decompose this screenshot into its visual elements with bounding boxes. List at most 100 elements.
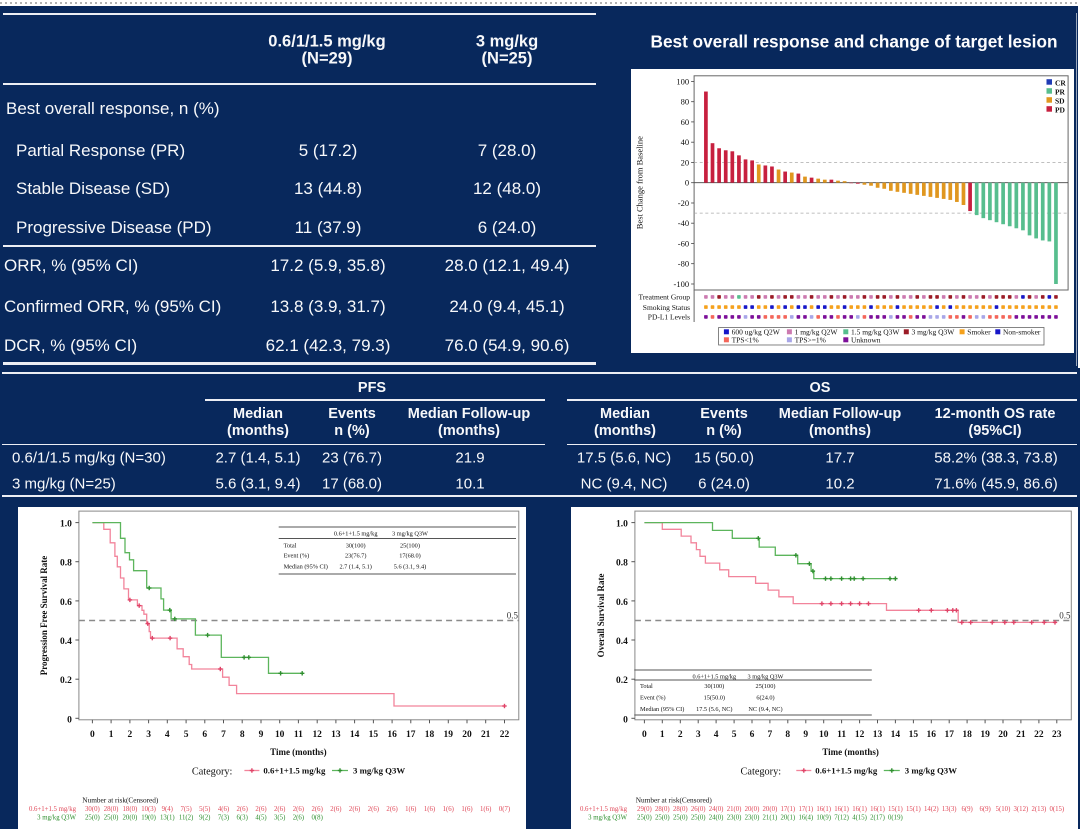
svg-text:2(6): 2(6) xyxy=(274,805,285,812)
svg-text:10: 10 xyxy=(275,729,285,739)
svg-text:25(0): 25(0) xyxy=(654,814,669,821)
svg-text:23(0): 23(0) xyxy=(726,814,741,821)
svg-text:Number at risk(Censored): Number at risk(Censored) xyxy=(82,796,159,804)
svg-text:Event (%): Event (%) xyxy=(283,552,309,559)
svg-text:14: 14 xyxy=(890,729,900,739)
svg-text:3 mg/kg Q3W: 3 mg/kg Q3W xyxy=(37,814,76,821)
svg-text:100: 100 xyxy=(677,76,690,86)
svg-text:30(0): 30(0) xyxy=(85,805,100,812)
svg-text:28(0): 28(0) xyxy=(654,805,669,812)
svg-text:6: 6 xyxy=(202,729,207,739)
svg-text:25(0): 25(0) xyxy=(672,814,687,821)
svg-text:12: 12 xyxy=(854,729,864,739)
svg-text:0.6+1+1.5 mg/kg: 0.6+1+1.5 mg/kg xyxy=(334,530,378,537)
svg-text:11: 11 xyxy=(837,729,846,739)
svg-text:4(6): 4(6) xyxy=(218,805,229,812)
svg-text:0(15): 0(15) xyxy=(1049,805,1064,812)
svg-text:19(0): 19(0) xyxy=(141,814,156,821)
svg-text:3 mg/kg Q3W: 3 mg/kg Q3W xyxy=(912,327,956,336)
svg-text:-40: -40 xyxy=(678,218,689,228)
svg-text:5: 5 xyxy=(184,729,189,739)
svg-text:2(6): 2(6) xyxy=(349,805,360,812)
svg-text:3 mg/kg Q3W: 3 mg/kg Q3W xyxy=(588,814,627,821)
svg-text:16(1): 16(1) xyxy=(870,805,885,812)
svg-text:12: 12 xyxy=(312,729,322,739)
svg-text:1 mg/kg Q2W: 1 mg/kg Q2W xyxy=(795,327,839,336)
svg-text:25(100): 25(100) xyxy=(755,682,775,689)
svg-text:8: 8 xyxy=(785,729,790,739)
svg-text:7(3): 7(3) xyxy=(218,814,229,821)
svg-text:0: 0 xyxy=(67,715,72,725)
svg-text:0.6+1+1.5 mg/kg: 0.6+1+1.5 mg/kg xyxy=(815,765,878,775)
svg-text:25(0): 25(0) xyxy=(690,814,705,821)
svg-text:0.6+1+1.5 mg/kg: 0.6+1+1.5 mg/kg xyxy=(692,673,736,680)
svg-text:2(6): 2(6) xyxy=(386,805,397,812)
svg-text:Median (95% CI): Median (95% CI) xyxy=(639,705,683,712)
svg-text:Total: Total xyxy=(283,542,296,549)
svg-text:10(9): 10(9) xyxy=(816,814,831,821)
svg-text:3(12): 3(12) xyxy=(1013,805,1028,812)
svg-text:-80: -80 xyxy=(678,259,689,269)
svg-text:5.6 (3.1, 9.4): 5.6 (3.1, 9.4) xyxy=(394,563,426,570)
svg-text:0(7): 0(7) xyxy=(499,805,510,812)
svg-text:1(6): 1(6) xyxy=(461,805,472,812)
svg-text:0.4: 0.4 xyxy=(60,637,72,647)
svg-text:2.7 (1.4, 5.1): 2.7 (1.4, 5.1) xyxy=(339,563,371,570)
svg-text:25(0): 25(0) xyxy=(637,814,652,821)
svg-text:16(1): 16(1) xyxy=(834,805,849,812)
svg-text:2(6): 2(6) xyxy=(330,805,341,812)
svg-text:25(0): 25(0) xyxy=(85,814,100,821)
svg-text:28(0): 28(0) xyxy=(104,805,119,812)
svg-text:6: 6 xyxy=(749,729,754,739)
svg-text:1(6): 1(6) xyxy=(424,805,435,812)
svg-text:16: 16 xyxy=(387,729,397,739)
svg-text:SD: SD xyxy=(1055,97,1065,106)
svg-text:Number at risk(Censored): Number at risk(Censored) xyxy=(635,796,712,804)
svg-text:25(0): 25(0) xyxy=(104,814,119,821)
svg-text:10: 10 xyxy=(818,729,828,739)
svg-text:Category:: Category: xyxy=(740,766,781,777)
svg-text:40: 40 xyxy=(681,137,689,147)
svg-text:17: 17 xyxy=(944,729,954,739)
svg-text:16(4): 16(4) xyxy=(798,814,813,821)
svg-text:0.4: 0.4 xyxy=(616,637,628,647)
svg-text:28(0): 28(0) xyxy=(672,805,687,812)
svg-text:0.8: 0.8 xyxy=(60,558,72,568)
svg-text:15(1): 15(1) xyxy=(888,805,903,812)
svg-text:17.5 (5.6, NC): 17.5 (5.6, NC) xyxy=(696,705,732,712)
svg-text:0: 0 xyxy=(623,715,628,725)
svg-text:14(2): 14(2) xyxy=(923,805,938,812)
svg-text:17(1): 17(1) xyxy=(798,805,813,812)
svg-text:24(0): 24(0) xyxy=(708,805,723,812)
svg-text:19: 19 xyxy=(443,729,453,739)
svg-text:14: 14 xyxy=(350,729,360,739)
svg-text:18: 18 xyxy=(962,729,972,739)
svg-text:1: 1 xyxy=(109,729,114,739)
svg-text:15(50.0): 15(50.0) xyxy=(703,694,724,701)
svg-text:3: 3 xyxy=(146,729,151,739)
svg-text:10(3): 10(3) xyxy=(141,805,156,812)
svg-text:23(76.7): 23(76.7) xyxy=(345,552,366,559)
svg-text:22: 22 xyxy=(1034,729,1044,739)
svg-text:26(0): 26(0) xyxy=(690,805,705,812)
svg-text:17(1): 17(1) xyxy=(780,805,795,812)
svg-text:13: 13 xyxy=(872,729,882,739)
svg-text:0.5: 0.5 xyxy=(1059,610,1071,620)
svg-text:0.6+1+1.5 mg/kg: 0.6+1+1.5 mg/kg xyxy=(29,805,77,812)
svg-text:2: 2 xyxy=(127,729,132,739)
svg-text:2(6): 2(6) xyxy=(311,805,322,812)
svg-text:3 mg/kg Q3W: 3 mg/kg Q3W xyxy=(392,530,428,537)
svg-text:1.5 mg/kg Q3W: 1.5 mg/kg Q3W xyxy=(851,327,900,336)
svg-text:4(5): 4(5) xyxy=(255,814,266,821)
svg-text:0.6+1+1.5 mg/kg: 0.6+1+1.5 mg/kg xyxy=(579,805,627,812)
svg-text:24(0): 24(0) xyxy=(708,814,723,821)
svg-text:18(0): 18(0) xyxy=(122,805,137,812)
svg-text:9(4): 9(4) xyxy=(161,805,172,812)
svg-text:9: 9 xyxy=(803,729,808,739)
svg-text:0.8: 0.8 xyxy=(616,558,628,568)
svg-text:15: 15 xyxy=(908,729,918,739)
svg-text:6(9): 6(9) xyxy=(979,805,990,812)
svg-text:Median (95% CI): Median (95% CI) xyxy=(283,563,327,570)
svg-text:2: 2 xyxy=(677,729,682,739)
svg-text:2(17): 2(17) xyxy=(870,814,885,821)
